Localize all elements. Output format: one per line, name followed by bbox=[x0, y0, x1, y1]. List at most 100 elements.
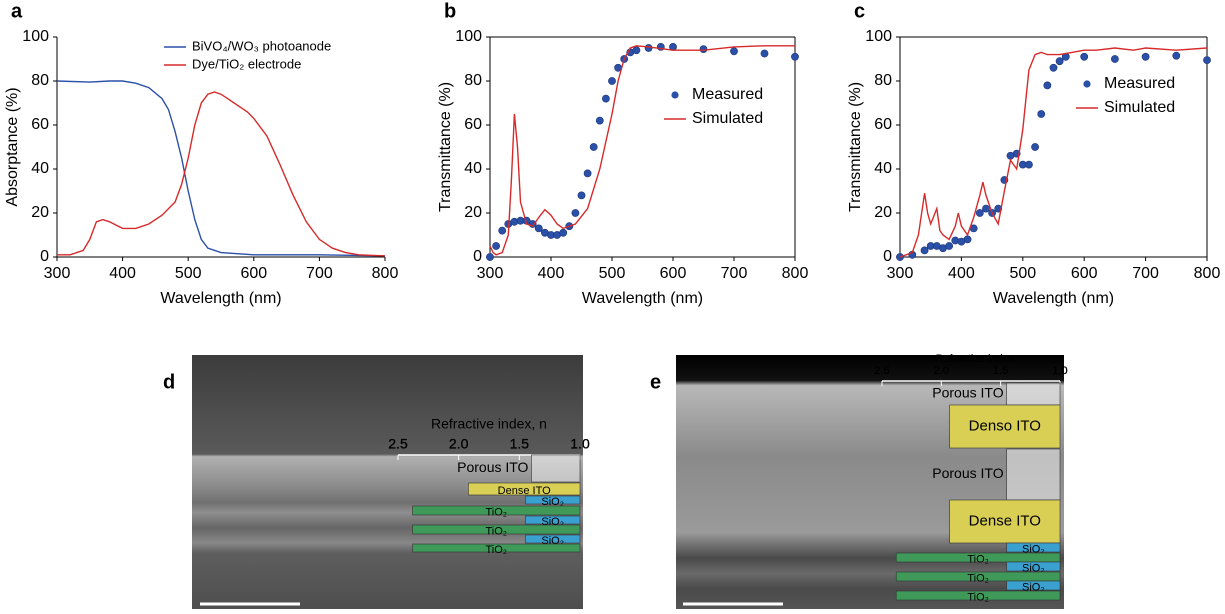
x-tick-label: 300 bbox=[477, 265, 504, 282]
layer-label: TiO₂ bbox=[967, 591, 989, 603]
data-point bbox=[1025, 160, 1033, 169]
layer-bar bbox=[895, 590, 1061, 601]
data-point bbox=[1203, 56, 1211, 64]
series-line bbox=[57, 91, 386, 257]
y-tick-label: 0 bbox=[40, 248, 49, 265]
layer-bar bbox=[412, 524, 581, 535]
layer-bar bbox=[525, 534, 581, 544]
index-tick-label: 1.5 bbox=[993, 365, 1008, 377]
layer-label: SiO₂ bbox=[1022, 581, 1045, 593]
index-tick-label: 1.0 bbox=[1052, 365, 1067, 377]
data-point bbox=[1031, 143, 1039, 151]
x-tick-label: 300 bbox=[44, 265, 71, 282]
index-tick-label: 2.0 bbox=[934, 365, 949, 377]
panel-label: c bbox=[854, 0, 865, 22]
data-point bbox=[1037, 110, 1046, 118]
layer-label: SiO₂ bbox=[1022, 543, 1045, 555]
legend-label: BiVO₄/WO₃ photoanode bbox=[192, 38, 331, 53]
data-point bbox=[1049, 63, 1058, 72]
y-tick-label: 60 bbox=[874, 116, 892, 133]
layer-label: Denso ITO bbox=[969, 417, 1041, 434]
layer-bar bbox=[1006, 561, 1061, 572]
index-axis-label: Refractive index, n bbox=[431, 416, 547, 432]
sem-image-d bbox=[192, 355, 583, 609]
index-tick-label: 2.0 bbox=[449, 436, 469, 452]
x-tick-label: 500 bbox=[599, 265, 626, 282]
layer-bar bbox=[412, 505, 581, 516]
data-point bbox=[644, 44, 653, 52]
data-point bbox=[559, 228, 568, 237]
legend-marker bbox=[1083, 80, 1091, 88]
layer-bar bbox=[1006, 382, 1061, 406]
data-point bbox=[791, 52, 799, 61]
x-tick-label: 400 bbox=[948, 265, 975, 282]
panel-label: e bbox=[650, 371, 661, 393]
data-point bbox=[760, 49, 769, 58]
y-tick-label: 20 bbox=[874, 204, 892, 221]
y-tick-label: 80 bbox=[31, 72, 49, 89]
layer-label: SiO₂ bbox=[1022, 562, 1045, 574]
data-point bbox=[589, 143, 598, 151]
data-point bbox=[1141, 52, 1150, 61]
data-point bbox=[920, 246, 929, 255]
y-tick-label: 80 bbox=[464, 72, 482, 89]
y-tick-label: 100 bbox=[865, 28, 892, 45]
layer-bar bbox=[525, 515, 581, 525]
panel-label: d bbox=[163, 371, 175, 393]
y-tick-label: 100 bbox=[22, 28, 49, 45]
y-tick-label: 60 bbox=[31, 116, 49, 133]
y-axis-label: Absorptance (%) bbox=[4, 87, 21, 206]
data-point bbox=[1043, 81, 1052, 90]
panel-label: b bbox=[444, 0, 456, 22]
data-point bbox=[486, 253, 494, 261]
data-point bbox=[608, 77, 616, 85]
y-tick-label: 100 bbox=[455, 28, 482, 45]
data-point bbox=[975, 209, 984, 217]
x-tick-label: 800 bbox=[1194, 265, 1221, 282]
data-point bbox=[1172, 51, 1181, 60]
layer-label: Porous ITO bbox=[457, 459, 528, 475]
x-tick-label: 600 bbox=[240, 265, 267, 282]
layer-bar bbox=[949, 499, 1061, 544]
data-point bbox=[577, 191, 586, 200]
series-line bbox=[56, 80, 386, 257]
legend-label: Measured bbox=[1104, 75, 1175, 92]
data-point bbox=[534, 224, 543, 233]
layer-label: TiO₂ bbox=[485, 506, 507, 518]
data-point bbox=[571, 209, 580, 217]
data-point bbox=[699, 45, 708, 53]
x-tick-label: 700 bbox=[1132, 265, 1159, 282]
layer-bar bbox=[1006, 448, 1061, 501]
data-point bbox=[583, 169, 592, 178]
y-tick-label: 40 bbox=[464, 160, 482, 177]
layer-bar bbox=[949, 404, 1061, 449]
layer-label: SiO₂ bbox=[541, 496, 564, 508]
layer-label: Porous ITO bbox=[932, 465, 1003, 481]
index-tick-label: 2.5 bbox=[874, 365, 889, 377]
layer-label: TiO₂ bbox=[967, 572, 989, 584]
layer-label: TiO₂ bbox=[485, 544, 507, 556]
data-point bbox=[1111, 55, 1119, 63]
legend-label: Simulated bbox=[1104, 99, 1175, 116]
index-tick-label: 1.5 bbox=[510, 436, 530, 452]
y-axis-label: Transmittance (%) bbox=[437, 82, 454, 212]
series-line bbox=[899, 47, 1208, 258]
layer-label: TiO₂ bbox=[485, 525, 507, 537]
data-point bbox=[945, 242, 954, 250]
layer-bar bbox=[525, 495, 581, 505]
x-tick-label: 400 bbox=[109, 265, 136, 282]
y-tick-label: 20 bbox=[464, 204, 482, 221]
layer-bar bbox=[895, 552, 1061, 563]
legend-label: Measured bbox=[692, 86, 763, 103]
layer-label: Dense ITO bbox=[969, 512, 1041, 529]
index-axis-label: Refractive index, n bbox=[935, 353, 1026, 365]
legend-marker bbox=[671, 91, 679, 99]
data-point bbox=[492, 242, 500, 250]
data-point bbox=[1055, 57, 1064, 66]
data-point bbox=[595, 116, 604, 125]
index-tick-label: 2.5 bbox=[388, 436, 408, 452]
y-tick-label: 40 bbox=[874, 160, 892, 177]
data-point bbox=[982, 204, 990, 213]
layer-label: TiO₂ bbox=[967, 553, 989, 565]
